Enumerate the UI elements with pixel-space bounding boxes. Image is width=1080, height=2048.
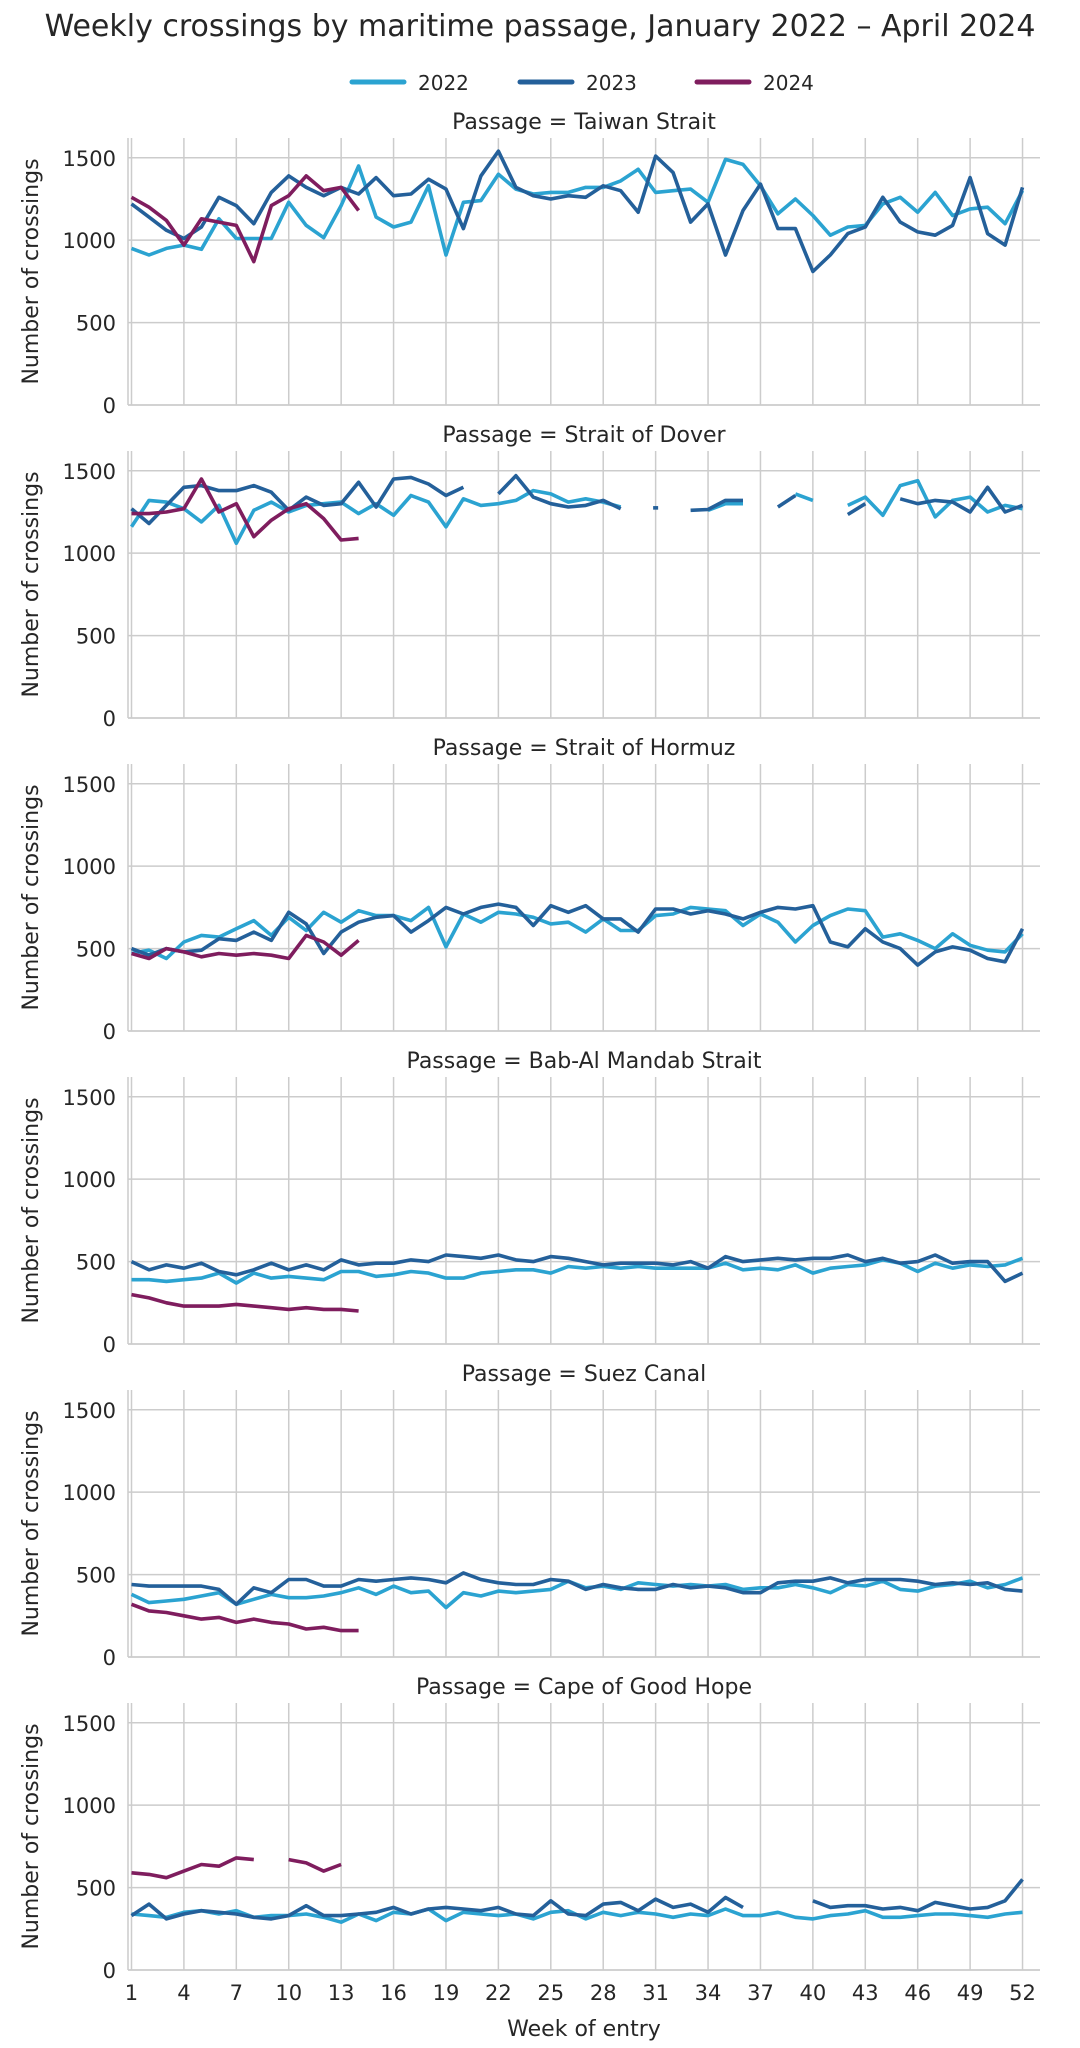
series-line-2022 — [131, 905, 1024, 961]
series-line-2024 — [130, 1602, 359, 1633]
x-tick-label: 31 — [642, 1981, 669, 2005]
x-tick-label: 37 — [747, 1981, 774, 2005]
legend-label-2024: 2024 — [763, 71, 814, 95]
y-tick-label: 1500 — [63, 147, 116, 171]
series-2023 — [130, 1253, 1024, 1284]
y-tick-label: 1000 — [63, 1481, 116, 1505]
y-tick-label: 500 — [76, 1564, 116, 1588]
y-axis-label: Number of crossings — [19, 471, 44, 697]
y-tick-label: 0 — [103, 1020, 116, 1044]
y-axis-label: Number of crossings — [19, 1723, 44, 1949]
y-axis-label: Number of crossings — [19, 1410, 44, 1636]
facet-5: Passage = Cape of Good Hope 0 500 1000 1500 N… — [19, 1675, 1040, 2005]
series-2024 — [131, 1856, 342, 1880]
series-line-2024 — [131, 933, 360, 961]
facet-title: Passage = Bab-Al Mandab Strait — [407, 1049, 762, 1074]
facets: Passage = Taiwan Strait050010001500Numbe… — [19, 110, 1040, 2005]
legend-label-2023: 2023 — [586, 71, 637, 95]
series-2024 — [131, 1292, 359, 1313]
y-tick-label: 0 — [103, 1646, 116, 1670]
series-line-2023 — [130, 902, 1025, 967]
y-axis-label: Number of crossings — [19, 784, 44, 1010]
y-tick-label: 1000 — [63, 542, 116, 566]
facet-2: Passage = Strait of Hormuz 0 500 1000 1500 Nu… — [19, 736, 1040, 1044]
series-2023 — [130, 473, 1024, 526]
series-line-2023 — [131, 1571, 1023, 1607]
series-2022 — [131, 905, 1024, 961]
series-line-2023 — [130, 473, 1024, 526]
y-tick-label: 0 — [103, 394, 116, 418]
x-tick-label: 25 — [537, 1981, 564, 2005]
x-tick-label: 1 — [125, 1981, 138, 2005]
x-tick-label: 49 — [957, 1981, 984, 2005]
series-line-2024 — [130, 174, 361, 264]
legend: 2022 2023 2024 — [349, 71, 814, 95]
y-tick-label: 1000 — [63, 229, 116, 253]
facet-4: Passage = Suez Canal 0 500 1000 1500 Number o… — [19, 1362, 1040, 1670]
series-2024 — [130, 1602, 359, 1633]
facet-1: Passage = Strait of Dover 0 500 1000 1500 Num… — [19, 423, 1040, 731]
series-2023 — [130, 902, 1025, 967]
facet-title: Passage = Taiwan Strait — [452, 110, 716, 135]
y-tick-label: 1500 — [63, 1399, 116, 1423]
y-tick-label: 1500 — [63, 1712, 116, 1736]
x-tick-label: 4 — [177, 1981, 190, 2005]
legend-item-2022: 2022 — [349, 71, 469, 95]
y-tick-label: 500 — [76, 938, 116, 962]
x-tick-label: 52 — [1009, 1981, 1036, 2005]
y-tick-label: 500 — [76, 625, 116, 649]
chart-title: Weekly crossings by maritime passage, Ja… — [45, 9, 1036, 44]
y-tick-label: 500 — [76, 1251, 116, 1275]
y-tick-label: 0 — [103, 1333, 116, 1357]
y-axis-label: Number of crossings — [19, 1097, 44, 1323]
facet-title: Passage = Strait of Hormuz — [433, 736, 736, 761]
series-2024 — [131, 933, 360, 961]
x-tick-label: 46 — [904, 1981, 931, 2005]
series-line-2024 — [131, 1292, 359, 1313]
x-tick-label: 19 — [433, 1981, 460, 2005]
y-tick-label: 1000 — [63, 1794, 116, 1818]
y-tick-label: 1500 — [63, 1086, 116, 1110]
facet-title: Passage = Cape of Good Hope — [416, 1675, 752, 1700]
y-tick-label: 0 — [103, 1959, 116, 1983]
x-tick-label: 34 — [695, 1981, 722, 2005]
y-tick-label: 500 — [76, 312, 116, 336]
x-tick-label: 7 — [230, 1981, 243, 2005]
series-2023 — [130, 149, 1025, 274]
y-tick-label: 1000 — [63, 1168, 116, 1192]
y-tick-label: 1500 — [63, 773, 116, 797]
series-2023 — [131, 1571, 1023, 1607]
facet-0: Passage = Taiwan Strait 0 500 1000 1500 Numbe… — [19, 110, 1040, 418]
series-2024 — [131, 477, 359, 542]
series-line-2024 — [131, 477, 359, 542]
x-tick-label: 43 — [852, 1981, 879, 2005]
facet-title: Passage = Suez Canal — [462, 1362, 706, 1387]
legend-item-2024: 2024 — [694, 71, 814, 95]
legend-label-2022: 2022 — [418, 71, 469, 95]
x-axis-label: Week of entry — [507, 2017, 661, 2042]
series-line-2023 — [130, 1878, 1024, 1921]
series-line-2022 — [131, 1256, 1024, 1285]
series-line-2023 — [130, 1253, 1024, 1284]
series-line-2024 — [131, 1856, 342, 1880]
x-tick-label: 28 — [590, 1981, 617, 2005]
x-tick-label: 22 — [485, 1981, 512, 2005]
x-tick-label: 10 — [275, 1981, 302, 2005]
y-tick-label: 0 — [103, 707, 116, 731]
x-tick-label: 16 — [380, 1981, 407, 2005]
facet-title: Passage = Strait of Dover — [442, 423, 726, 448]
series-2023 — [130, 1878, 1024, 1921]
series-line-2023 — [130, 149, 1025, 274]
x-tick-label: 13 — [328, 1981, 355, 2005]
x-tick-label: 40 — [800, 1981, 827, 2005]
y-tick-label: 500 — [76, 1877, 116, 1901]
series-2024 — [130, 174, 361, 264]
y-tick-label: 1000 — [63, 855, 116, 879]
y-axis-label: Number of crossings — [19, 158, 44, 384]
y-tick-label: 1500 — [63, 460, 116, 484]
series-2022 — [131, 1256, 1024, 1285]
facet-3: Passage = Bab-Al Mandab Strait 0 500 1000 15… — [19, 1049, 1040, 1357]
legend-item-2023: 2023 — [517, 71, 637, 95]
